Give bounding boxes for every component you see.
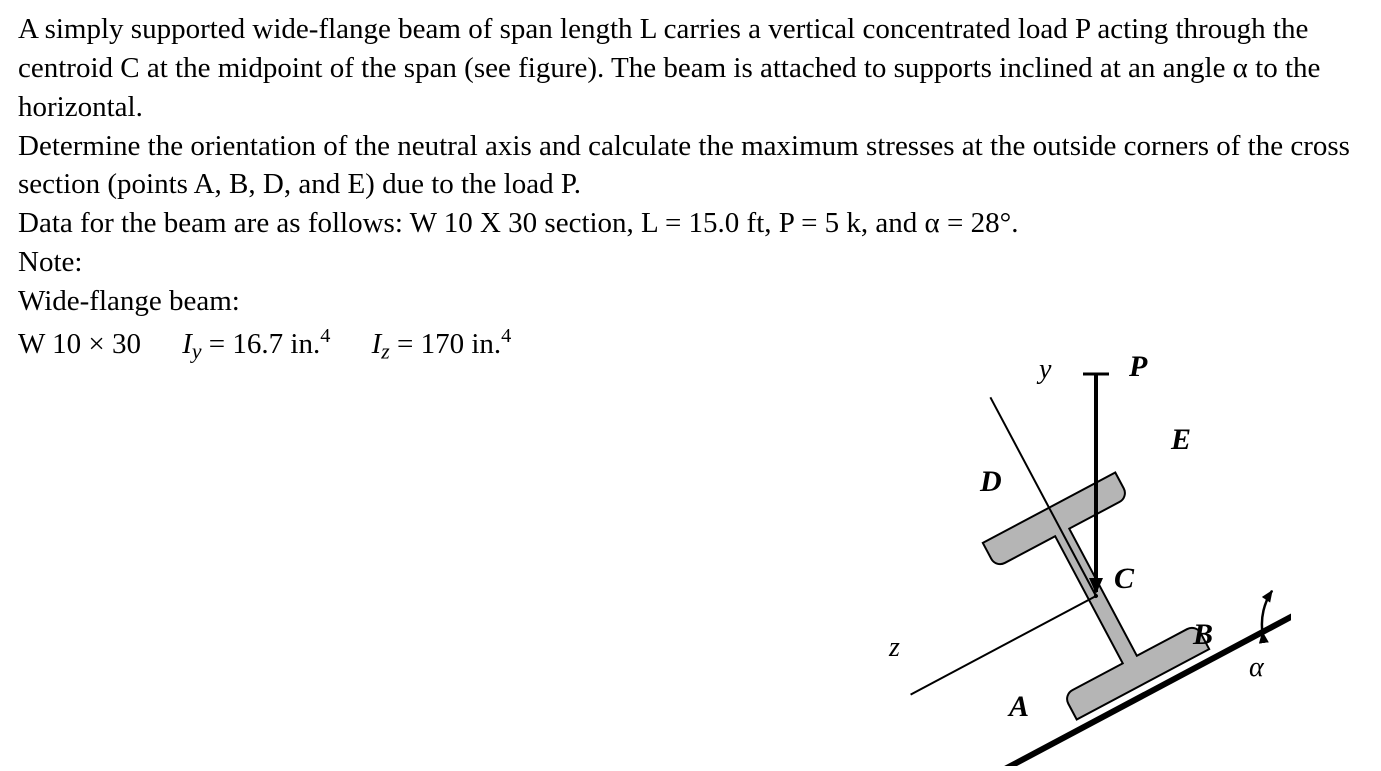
- page-root: A simply supported wide-flange beam of s…: [0, 0, 1381, 766]
- label-y: y: [1036, 354, 1052, 385]
- paragraph-2: Determine the orientation of the neutral…: [18, 127, 1363, 205]
- iy-value: Iy = 16.7 in.4: [182, 328, 330, 360]
- label-D: D: [979, 465, 1002, 498]
- paragraph-1: A simply supported wide-flange beam of s…: [18, 10, 1363, 127]
- label-A: A: [1007, 690, 1029, 723]
- wf-designation: W 10 × 30: [18, 328, 141, 360]
- problem-statement: A simply supported wide-flange beam of s…: [18, 10, 1363, 367]
- label-alpha: α: [1249, 652, 1265, 683]
- iz-value: Iz = 170 in.4: [372, 328, 512, 360]
- alpha-arc-group: [1247, 591, 1287, 632]
- paragraph-3: Data for the beam are as follows: W 10 X…: [18, 204, 1363, 243]
- label-C: C: [1114, 562, 1135, 595]
- z-axis: [911, 596, 1096, 695]
- support-line: [998, 604, 1291, 766]
- label-E: E: [1170, 423, 1191, 456]
- label-z: z: [888, 632, 900, 663]
- note-label: Note:: [18, 243, 1363, 282]
- label-P: P: [1128, 350, 1148, 383]
- wf-heading: Wide-flange beam:: [18, 282, 1363, 321]
- cross-section-figure: P y z E D C B A α: [871, 346, 1291, 766]
- label-B: B: [1192, 618, 1213, 651]
- figure-svg: P y z E D C B A α: [871, 346, 1291, 766]
